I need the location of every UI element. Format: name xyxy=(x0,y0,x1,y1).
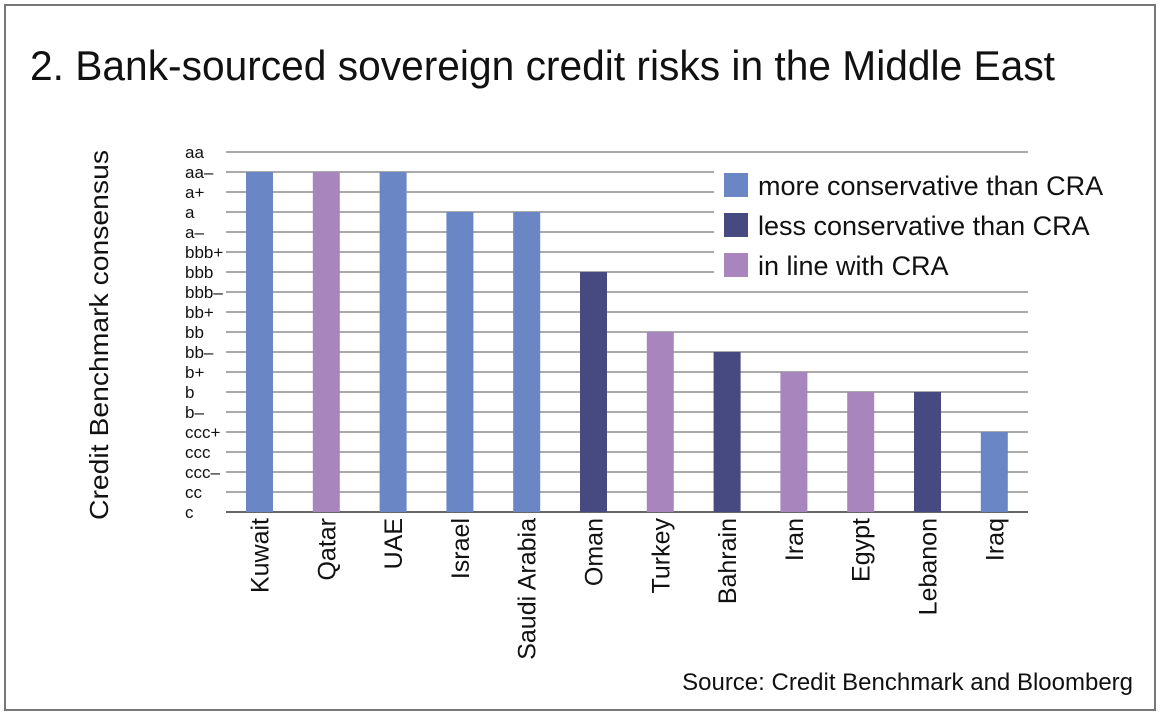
bar-oman xyxy=(580,272,607,512)
y-tick-label: a xyxy=(185,203,195,222)
x-tick-label: Qatar xyxy=(313,518,341,581)
y-tick-label: c xyxy=(185,503,194,522)
y-tick-label: cc xyxy=(185,483,203,502)
y-tick-label: bb– xyxy=(185,343,214,362)
y-axis-label: Credit Benchmark consensus xyxy=(84,150,114,520)
bar-lebanon xyxy=(914,392,941,512)
y-tick-label: a– xyxy=(185,223,204,242)
x-tick-label: Egypt xyxy=(848,518,876,582)
y-tick-label: aa– xyxy=(185,163,214,182)
x-tick-label: Iran xyxy=(781,518,809,561)
y-tick-label: b– xyxy=(185,403,204,422)
legend-swatch-more xyxy=(724,173,748,197)
legend-label-inline: in line with CRA xyxy=(758,251,949,281)
y-tick-label: a+ xyxy=(185,183,204,202)
bar-saudi-arabia xyxy=(513,212,541,512)
x-tick-label: Oman xyxy=(581,518,609,586)
x-tick-label: Iraq xyxy=(981,518,1009,561)
bar-iraq xyxy=(980,432,1008,512)
bar-egypt xyxy=(847,392,875,512)
y-tick-label: ccc xyxy=(185,443,211,462)
y-tick-label: bbb xyxy=(185,263,213,282)
x-tick-label: Kuwait xyxy=(247,518,275,593)
legend-swatch-less xyxy=(724,213,748,237)
bar-bahrain xyxy=(713,352,741,512)
legend-background xyxy=(714,160,1134,282)
bar-qatar xyxy=(312,172,340,512)
source-note: Source: Credit Benchmark and Bloomberg xyxy=(682,669,1133,696)
legend-label-more: more conservative than CRA xyxy=(758,171,1103,201)
y-tick-label: bb+ xyxy=(185,303,214,322)
y-tick-label: bbb– xyxy=(185,283,223,302)
y-tick-label: bb xyxy=(185,323,204,342)
y-tick-label: aa xyxy=(185,143,204,162)
legend-swatch-inline xyxy=(724,253,748,277)
bar-turkey xyxy=(646,332,674,512)
x-tick-label: Israel xyxy=(447,518,475,579)
bar-kuwait xyxy=(246,172,273,512)
y-tick-label: bbb+ xyxy=(185,243,223,262)
y-tick-label: b xyxy=(185,383,194,402)
bar-iran xyxy=(780,372,808,512)
x-tick-label: Turkey xyxy=(647,518,675,594)
x-tick-label: Bahrain xyxy=(714,518,742,604)
chart-title: 2. Bank-sourced sovereign credit risks i… xyxy=(30,42,1055,89)
y-tick-label: ccc– xyxy=(185,463,221,482)
x-tick-label: Saudi Arabia xyxy=(514,518,542,660)
legend-label-less: less conservative than CRA xyxy=(758,211,1090,241)
y-tick-label: b+ xyxy=(185,363,204,382)
bar-uae xyxy=(379,172,407,512)
y-tick-label: ccc+ xyxy=(185,423,221,442)
x-tick-label: Lebanon xyxy=(915,518,943,615)
x-tick-label: UAE xyxy=(380,518,408,569)
bar-israel xyxy=(446,212,474,512)
